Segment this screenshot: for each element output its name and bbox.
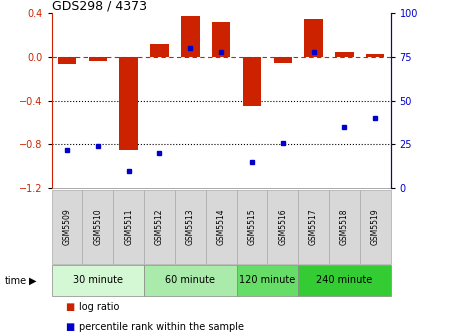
Text: percentile rank within the sample: percentile rank within the sample bbox=[79, 322, 243, 332]
Bar bbox=[335, 52, 354, 57]
Text: GSM5513: GSM5513 bbox=[186, 208, 195, 245]
Bar bbox=[175, 190, 206, 264]
Text: ▶: ▶ bbox=[29, 276, 37, 286]
Bar bbox=[52, 265, 144, 296]
Bar bbox=[144, 190, 175, 264]
Bar bbox=[52, 190, 83, 264]
Bar bbox=[88, 57, 107, 61]
Text: ■: ■ bbox=[65, 322, 75, 332]
Bar bbox=[298, 190, 329, 264]
Text: GSM5511: GSM5511 bbox=[124, 209, 133, 245]
Bar bbox=[144, 265, 237, 296]
Text: 60 minute: 60 minute bbox=[165, 275, 216, 285]
Bar bbox=[237, 190, 267, 264]
Bar bbox=[83, 190, 113, 264]
Text: GSM5510: GSM5510 bbox=[93, 208, 102, 245]
Text: GSM5516: GSM5516 bbox=[278, 208, 287, 245]
Text: GSM5509: GSM5509 bbox=[62, 208, 71, 245]
Bar bbox=[298, 265, 391, 296]
Text: GSM5515: GSM5515 bbox=[247, 208, 256, 245]
Bar bbox=[181, 16, 199, 57]
Text: 120 minute: 120 minute bbox=[239, 275, 295, 285]
Bar bbox=[237, 265, 298, 296]
Bar bbox=[304, 19, 323, 57]
Bar bbox=[150, 44, 169, 57]
Text: GDS298 / 4373: GDS298 / 4373 bbox=[52, 0, 147, 12]
Bar bbox=[267, 190, 298, 264]
Bar bbox=[360, 190, 391, 264]
Text: log ratio: log ratio bbox=[79, 302, 119, 311]
Text: GSM5514: GSM5514 bbox=[216, 208, 226, 245]
Text: GSM5512: GSM5512 bbox=[155, 209, 164, 245]
Bar bbox=[206, 190, 237, 264]
Text: time: time bbox=[4, 276, 26, 286]
Bar bbox=[58, 57, 76, 64]
Bar bbox=[119, 57, 138, 150]
Bar bbox=[243, 57, 261, 106]
Text: GSM5517: GSM5517 bbox=[309, 208, 318, 245]
Text: ■: ■ bbox=[65, 302, 75, 311]
Bar bbox=[113, 190, 144, 264]
Text: 30 minute: 30 minute bbox=[73, 275, 123, 285]
Bar bbox=[366, 54, 384, 57]
Text: 240 minute: 240 minute bbox=[316, 275, 373, 285]
Bar bbox=[212, 22, 230, 57]
Text: GSM5518: GSM5518 bbox=[340, 209, 349, 245]
Bar bbox=[329, 190, 360, 264]
Bar bbox=[273, 57, 292, 62]
Text: GSM5519: GSM5519 bbox=[371, 208, 380, 245]
